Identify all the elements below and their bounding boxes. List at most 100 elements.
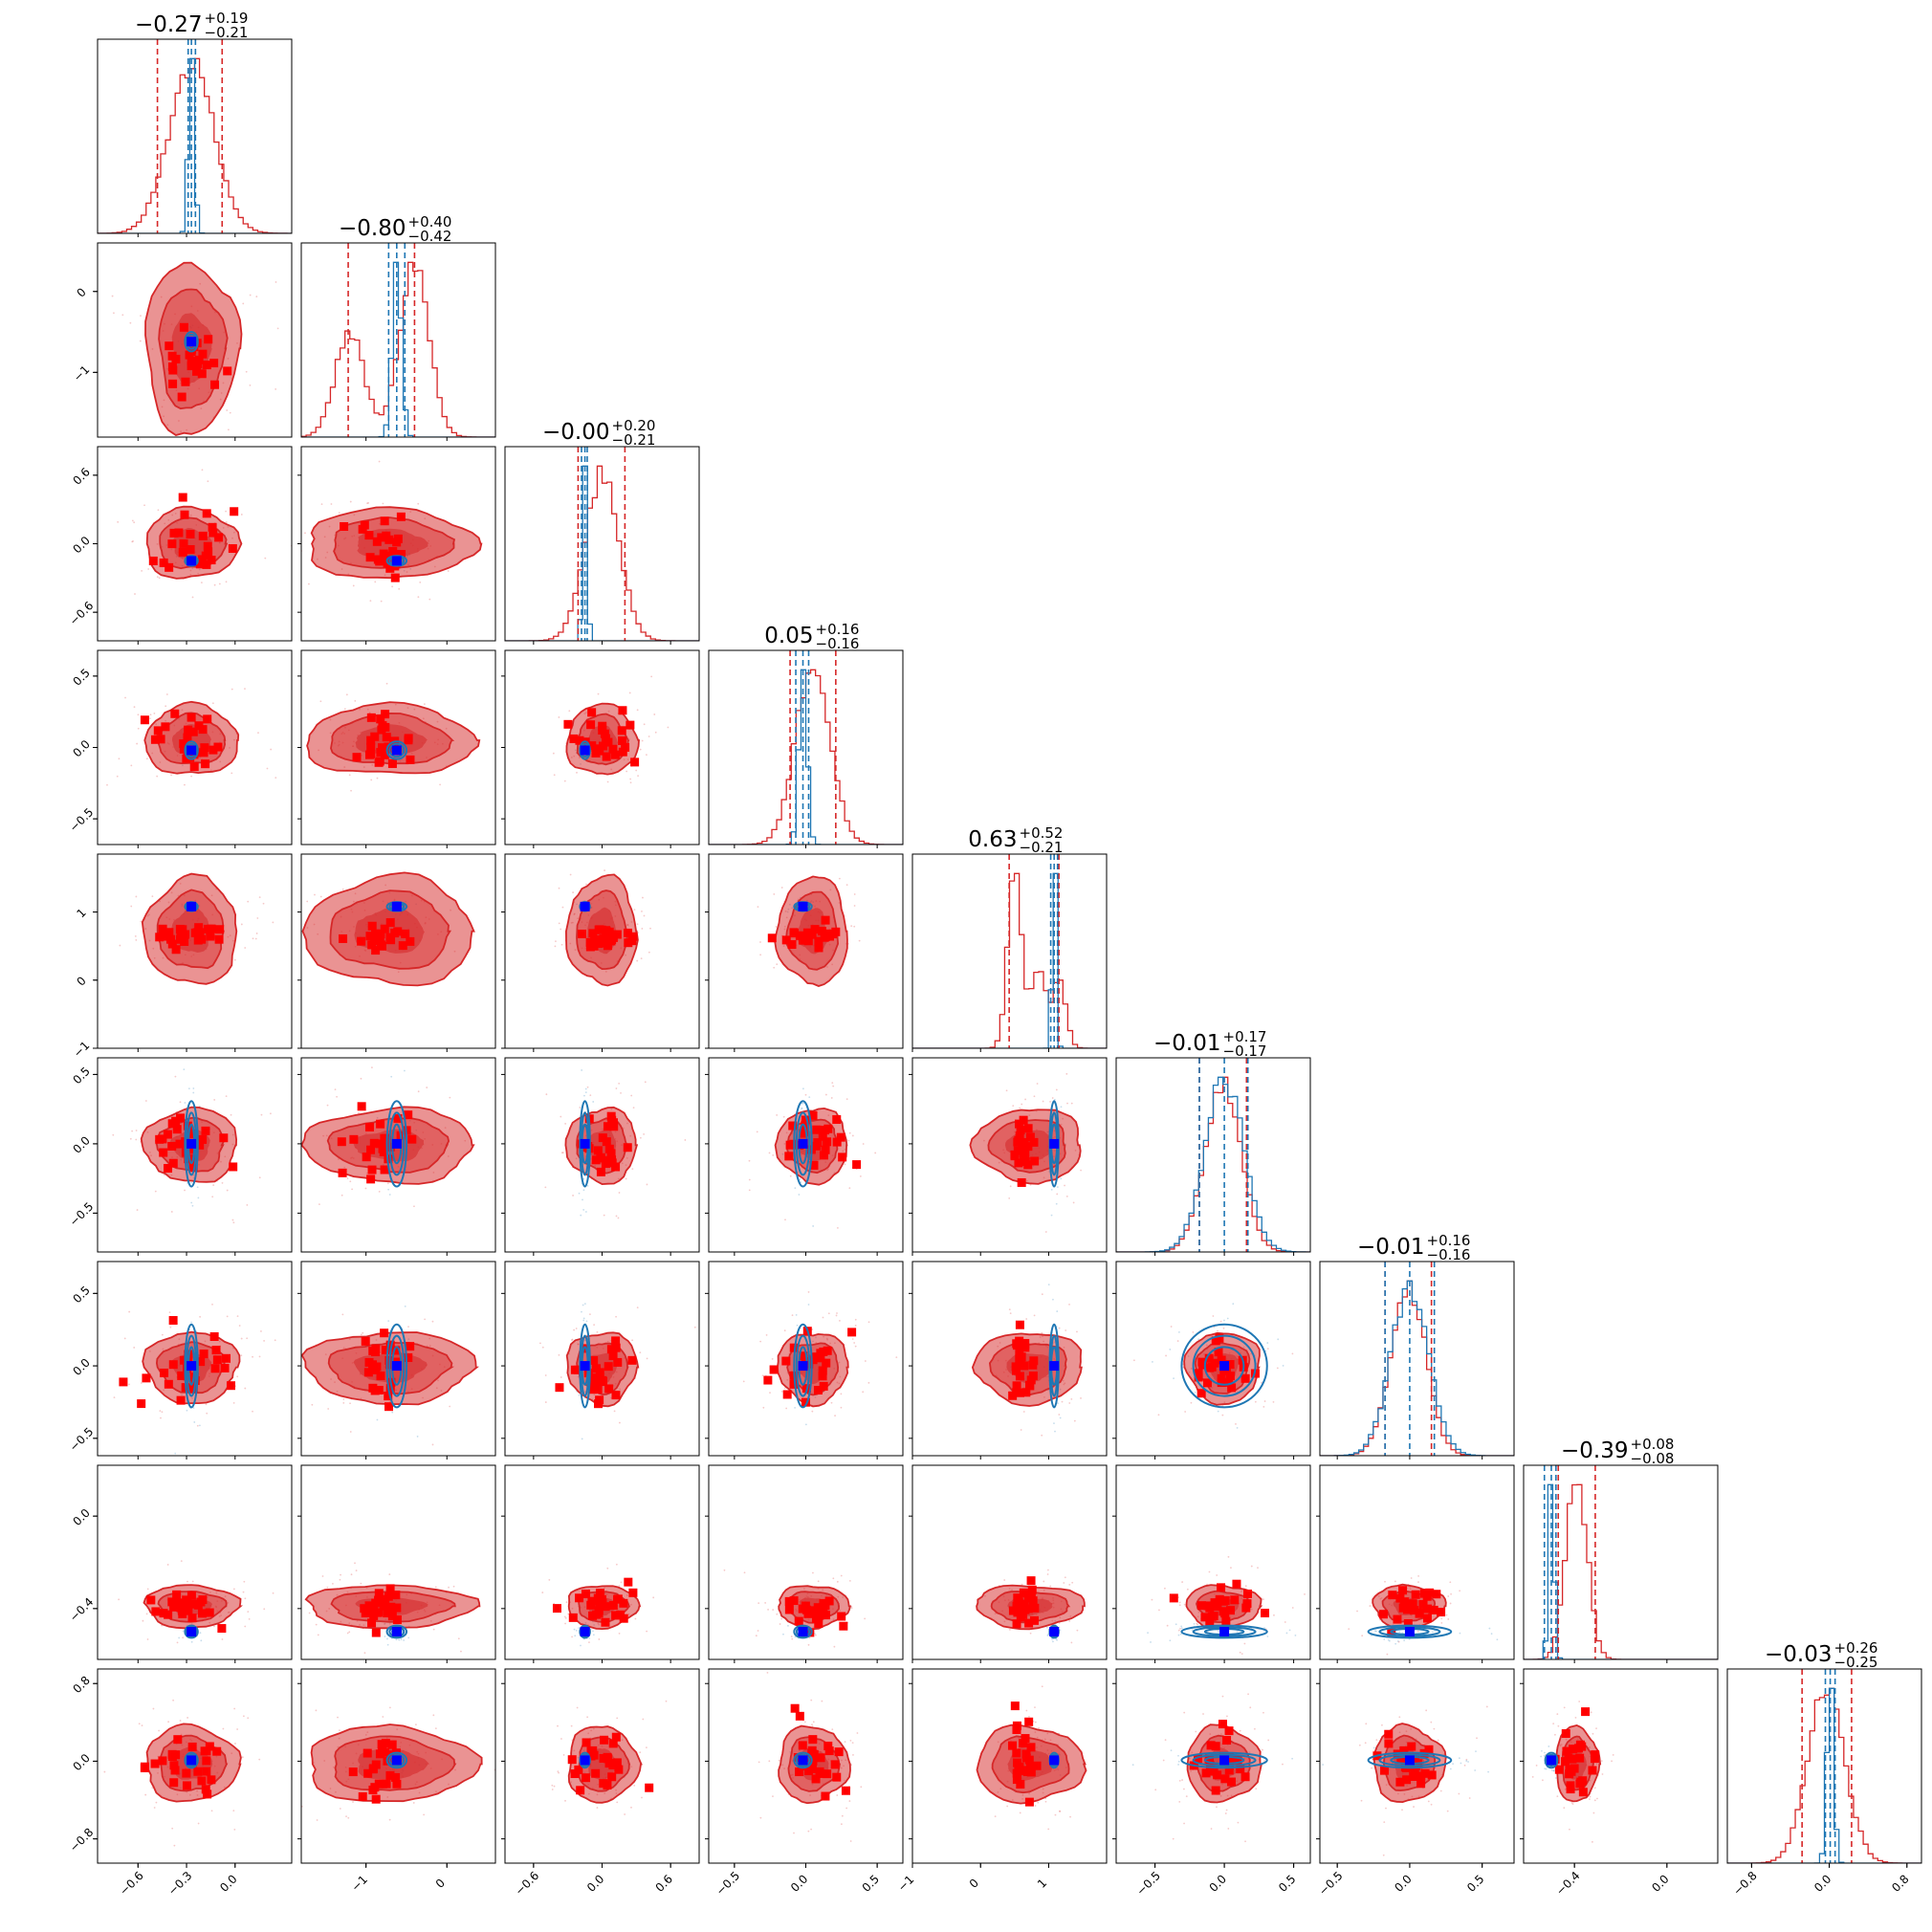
panel-title-5: 0.63 +0.52−0.21 [968,824,1063,856]
title-value: −0.39 [1561,1438,1628,1463]
red-sample-dot [646,1357,648,1360]
red-sample-dot [1076,1629,1079,1632]
red-square-marker [597,1594,606,1604]
red-sample-dot [757,1630,759,1632]
blue-sample-dot [404,1069,406,1072]
blue-sample-dot [582,1304,584,1306]
red-sample-dot [285,1389,287,1391]
red-sample-dot [1216,1806,1218,1809]
red-square-marker [812,1125,822,1134]
red-square-marker [367,1165,377,1175]
blue-sample-dot [398,1638,401,1641]
red-sample-dot [1239,1651,1241,1654]
red-sample-dot [629,778,632,780]
red-sample-dot [633,1784,636,1787]
red-sample-dot [1485,1705,1488,1708]
red-square-marker [376,940,385,950]
red-square-marker [197,1776,207,1786]
red-sample-dot [1184,1411,1187,1413]
red-square-marker [385,563,395,573]
blue-sample-dot [1051,1637,1053,1640]
red-sample-dot [615,1315,617,1318]
red-sample-dot [374,581,377,583]
blue-sample-dot [403,1639,406,1641]
red-square-marker [1212,1602,1221,1612]
red-square-marker [193,935,203,945]
red-square-marker [148,556,158,565]
red-square-marker [203,1789,212,1799]
red-sample-dot [434,1727,437,1730]
red-sample-dot [190,775,193,778]
blue-sample-dot [1179,1633,1182,1636]
red-sample-dot [618,1192,621,1194]
blue-sample-dot [582,1319,585,1322]
red-square-marker [595,925,604,934]
red-sample-dot [793,1832,795,1834]
injection-marker [391,556,402,566]
blue-sample-dot [807,1304,810,1306]
red-square-marker [362,1153,371,1162]
blue-sample-dot [582,1317,585,1320]
scatter-panel-9-1 [103,1699,261,1847]
red-square-marker [194,923,204,933]
red-sample-dot [589,1094,592,1097]
blue-sample-dot [387,1188,390,1191]
red-sample-dot [346,1177,349,1180]
red-square-marker [164,1164,173,1174]
blue-sample-dot [1193,1622,1196,1625]
red-sample-dot [423,703,426,706]
red-square-marker [611,1732,621,1742]
red-square-marker [1415,1609,1424,1618]
red-sample-dot [1272,1400,1275,1403]
red-sample-dot [447,570,450,572]
red-square-marker [819,1381,828,1391]
blue-sample-dot [184,1102,187,1104]
blue-sample-dot [1060,1106,1063,1109]
red-sample-dot [432,1628,435,1631]
red-sample-dot [854,1318,857,1321]
blue-sample-dot [1180,1625,1183,1628]
red-square-marker [575,735,584,745]
red-sample-dot [174,1075,177,1078]
red-sample-dot [338,512,340,515]
red-square-marker [203,541,212,551]
red-square-marker [365,932,375,941]
scatter-panel-9-6 [1131,1693,1310,1843]
red-sample-dot [620,1581,623,1584]
red-square-marker [156,735,165,744]
red-sample-dot [350,1573,353,1576]
title-value: −0.00 [542,420,609,445]
red-square-marker [838,1153,847,1162]
red-sample-dot [146,1638,149,1640]
red-sample-dot [191,1580,194,1583]
red-square-marker [1403,1618,1413,1628]
red-sample-dot [346,1632,349,1635]
red-sample-dot [762,1406,765,1409]
red-sample-dot [161,1333,164,1336]
red-square-marker [375,757,384,766]
red-sample-dot [853,905,856,907]
red-sample-dot [789,1175,792,1177]
red-sample-dot [646,1630,648,1633]
red-square-marker [1396,1754,1406,1764]
scatter-frame-8-2 [300,1464,496,1660]
scatter-frame-8-3 [504,1464,700,1660]
red-sample-dot [153,1807,156,1809]
scatter-frame-6-5 [911,1057,1108,1253]
red-sample-dot [615,1087,618,1089]
red-sample-dot [1186,1588,1189,1591]
red-sample-dot [124,696,126,699]
histogram-frame-8 [1523,1464,1719,1660]
red-sample-dot [832,1577,835,1580]
red-square-marker [368,1360,378,1370]
red-sample-dot [1556,1713,1559,1716]
red-sample-dot [561,1152,564,1154]
red-sample-dot [810,1828,813,1831]
red-square-marker [168,1316,178,1326]
red-square-marker [607,1772,617,1782]
injection-marker [391,901,402,911]
red-square-marker [165,341,174,351]
red-sample-dot [388,1818,391,1821]
red-square-marker [604,737,613,747]
red-square-marker [385,1770,395,1780]
